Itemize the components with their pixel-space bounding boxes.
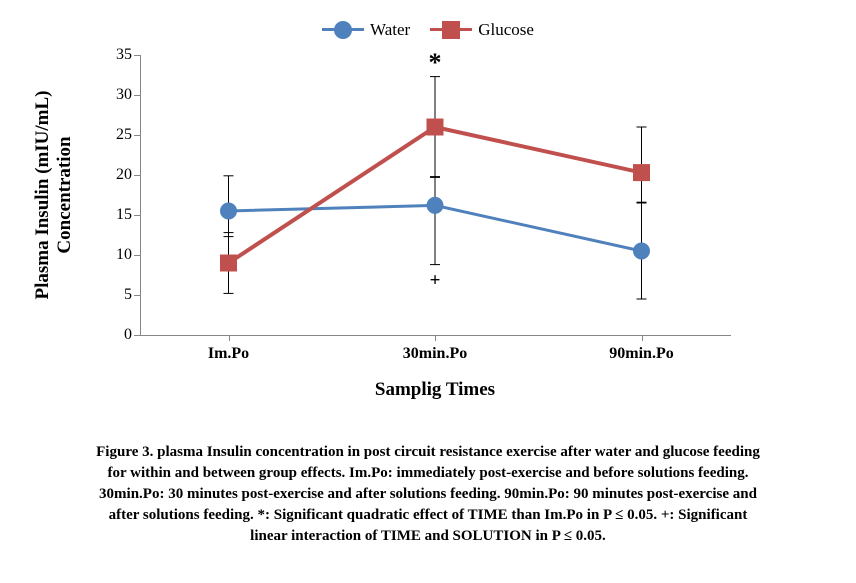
- figure-caption: Figure 3. plasma Insulin concentration i…: [0, 442, 856, 547]
- y-tick-mark: [134, 295, 140, 296]
- y-tick-label: 10: [106, 246, 132, 264]
- y-tick-mark: [134, 335, 140, 336]
- y-tick-mark: [134, 215, 140, 216]
- series-marker: [634, 165, 650, 181]
- chart-container: WaterGlucose Plasma Insulin (mIU/mL) Con…: [0, 0, 856, 583]
- y-tick-label: 15: [106, 206, 132, 224]
- x-tick-label: 90min.Po: [609, 345, 673, 363]
- x-tick-mark: [435, 335, 436, 341]
- chart-annotation: *: [429, 48, 442, 78]
- x-tick-mark: [229, 335, 230, 341]
- y-tick-mark: [134, 95, 140, 96]
- series-marker: [427, 197, 443, 213]
- y-tick-label: 35: [106, 46, 132, 64]
- y-tick-label: 0: [106, 326, 132, 344]
- y-tick-label: 30: [106, 86, 132, 104]
- y-tick-label: 25: [106, 126, 132, 144]
- caption-line: for within and between group effects. Im…: [30, 463, 826, 484]
- y-tick-mark: [134, 135, 140, 136]
- y-tick-label: 20: [106, 166, 132, 184]
- caption-line: Figure 3. plasma Insulin concentration i…: [30, 442, 826, 463]
- y-tick-mark: [134, 255, 140, 256]
- x-tick-mark: [642, 335, 643, 341]
- chart-annotation: +: [430, 270, 441, 292]
- x-tick-label: Im.Po: [208, 345, 249, 363]
- caption-line: linear interaction of TIME and SOLUTION …: [30, 526, 826, 547]
- y-tick-label: 5: [106, 286, 132, 304]
- series-marker: [634, 243, 650, 259]
- series-marker: [427, 119, 443, 135]
- caption-line: after solutions feeding. *: Significant …: [30, 505, 826, 526]
- y-tick-mark: [134, 175, 140, 176]
- series-marker: [221, 255, 237, 271]
- series-marker: [221, 203, 237, 219]
- x-tick-label: 30min.Po: [403, 345, 467, 363]
- y-tick-mark: [134, 55, 140, 56]
- caption-line: 30min.Po: 30 minutes post-exercise and a…: [30, 484, 826, 505]
